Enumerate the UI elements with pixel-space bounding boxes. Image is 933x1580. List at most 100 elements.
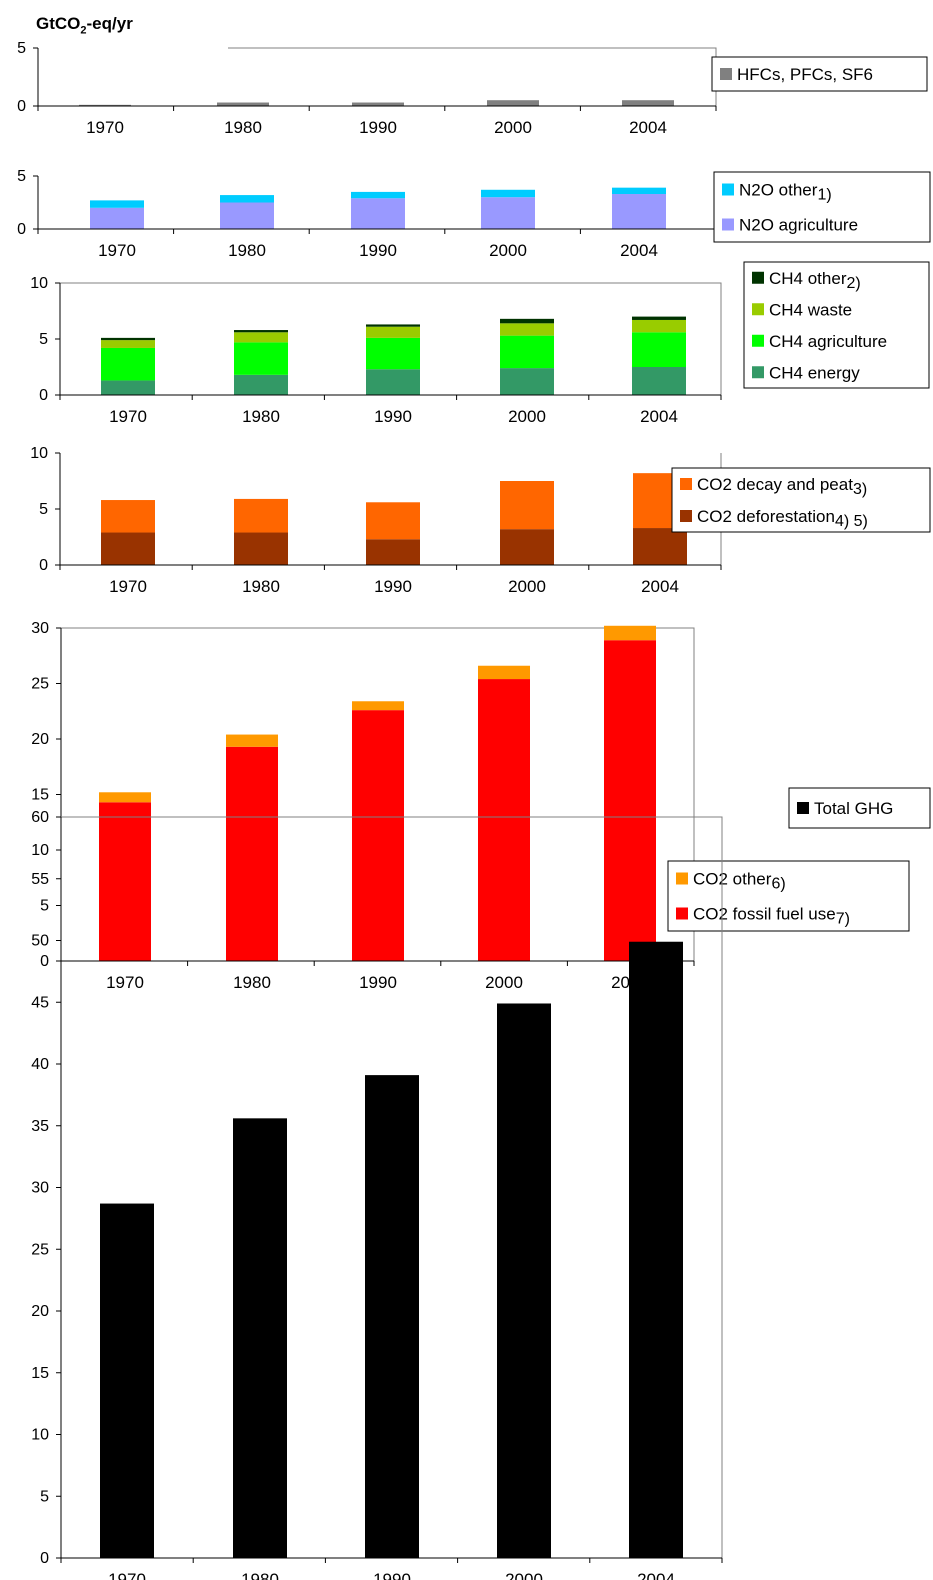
bar-ch4-agriculture-2000 bbox=[500, 335, 554, 369]
y-tick-label: 0 bbox=[39, 387, 48, 404]
bar-ch4-waste-1970 bbox=[101, 340, 155, 348]
legend-footnote: 7) bbox=[836, 911, 850, 928]
bar-hfcs-pfcs-sf6-1970 bbox=[79, 104, 131, 106]
bar-n2o-agriculture-1990 bbox=[351, 198, 405, 229]
bar-n2o-other-2004 bbox=[612, 187, 666, 195]
y-tick-label: 10 bbox=[30, 275, 48, 292]
bar-ch4-energy-1990 bbox=[366, 369, 420, 395]
chart-panel-3: 0 5 10 1970 1980 1990 2000 2004 CH4 other2) CH4 w… bbox=[30, 261, 930, 426]
y-tick-label: 35 bbox=[31, 1118, 49, 1135]
x-tick-label: 1980 bbox=[241, 1570, 279, 1580]
legend: CO2 decay and peat3) CO2 deforestation4) … bbox=[671, 467, 931, 533]
y-tick-label: 15 bbox=[31, 787, 49, 804]
y-tick-label: 5 bbox=[40, 898, 49, 915]
bar-ch4-waste-1990 bbox=[366, 326, 420, 338]
y-tick-label: 60 bbox=[31, 809, 49, 826]
legend-swatch bbox=[676, 907, 688, 920]
bar-n2o-agriculture-1970 bbox=[90, 207, 144, 229]
legend-footnote: 2) bbox=[846, 275, 860, 292]
bar-co2-fossil-fuel-use-1970 bbox=[99, 802, 151, 961]
unit-label-suffix: -eq/yr bbox=[86, 14, 133, 33]
bar-ch4-agriculture-1970 bbox=[101, 347, 155, 381]
y-tick-label: 15 bbox=[31, 1365, 49, 1382]
bar-ch4-agriculture-2004 bbox=[632, 332, 686, 367]
bar-co2-decay-and-peat-1980 bbox=[234, 498, 288, 533]
bar-total-ghg-2004 bbox=[629, 941, 683, 1558]
legend-label: CO2 decay and peat3) bbox=[697, 475, 867, 498]
legend-footnote: 3) bbox=[853, 481, 867, 498]
y-tick-label: 10 bbox=[31, 842, 49, 859]
legend-swatch bbox=[752, 334, 764, 347]
legend-swatch bbox=[722, 183, 734, 196]
bar-co2-decay-and-peat-1970 bbox=[101, 500, 155, 533]
bar-ch4-energy-1980 bbox=[234, 374, 288, 395]
bar-hfcs-pfcs-sf6-1980 bbox=[217, 102, 269, 106]
x-tick-label: 2000 bbox=[485, 973, 523, 992]
plot-frame bbox=[60, 282, 722, 395]
x-tick-label: 1980 bbox=[233, 973, 271, 992]
y-tick-label: 5 bbox=[40, 1488, 49, 1505]
legend-footnote: 1) bbox=[817, 187, 831, 204]
x-tick-label: 2000 bbox=[508, 407, 546, 426]
x-tick-label: 2004 bbox=[641, 577, 679, 596]
x-tick-label: 1980 bbox=[224, 118, 262, 137]
bar-n2o-other-1980 bbox=[220, 195, 274, 203]
x-tick-label: 2000 bbox=[489, 241, 527, 260]
legend-label: CH4 energy bbox=[769, 363, 860, 382]
x-tick-label: 2004 bbox=[637, 1570, 675, 1580]
bar-hfcs-pfcs-sf6-1990 bbox=[352, 102, 404, 106]
x-tick-label: 1990 bbox=[359, 241, 397, 260]
bar-co2-decay-and-peat-2000 bbox=[500, 481, 554, 530]
x-tick-label: 2000 bbox=[505, 1570, 543, 1580]
y-tick-label: 0 bbox=[17, 98, 26, 115]
bar-co2-fossil-fuel-use-1990 bbox=[352, 710, 404, 961]
bar-ch4-other-1970 bbox=[101, 337, 155, 341]
legend-swatch bbox=[680, 510, 692, 522]
bar-ch4-other-1980 bbox=[234, 330, 288, 333]
bar-n2o-agriculture-2004 bbox=[612, 194, 666, 229]
x-tick-label: 1990 bbox=[374, 577, 412, 596]
y-tick-label: 55 bbox=[31, 871, 49, 888]
x-tick-label: 1970 bbox=[98, 241, 136, 260]
x-tick-label: 1980 bbox=[242, 407, 280, 426]
y-tick-label: 25 bbox=[31, 1241, 49, 1258]
x-tick-label: 1990 bbox=[373, 1570, 411, 1580]
x-tick-label: 2004 bbox=[629, 118, 667, 137]
legend: HFCs, PFCs, SF6 bbox=[711, 56, 928, 92]
bar-ch4-energy-1970 bbox=[101, 380, 155, 395]
x-tick-label: 1970 bbox=[109, 577, 147, 596]
legend-label: CO2 deforestation4) 5) bbox=[697, 507, 868, 530]
bar-co2-deforestation-2000 bbox=[500, 529, 554, 565]
unit-label: GtCO2-eq/yr bbox=[36, 14, 133, 36]
bar-total-ghg-1970 bbox=[100, 1203, 154, 1558]
x-tick-label: 1990 bbox=[359, 973, 397, 992]
plot-frame bbox=[61, 627, 695, 961]
bar-n2o-other-2000 bbox=[481, 189, 535, 198]
chart-panel-5: 05101520253019701980199020002004CO2 othe… bbox=[31, 620, 910, 992]
bar-n2o-agriculture-2000 bbox=[481, 197, 535, 229]
y-tick-label: 20 bbox=[31, 731, 49, 748]
bar-hfcs-pfcs-sf6-2000 bbox=[487, 100, 539, 106]
legend: CO2 other6) CO2 fossil fuel use7) bbox=[667, 860, 910, 932]
legend-label: CH4 other2) bbox=[769, 269, 861, 292]
legend-swatch bbox=[752, 303, 764, 316]
y-tick-label: 50 bbox=[31, 933, 49, 950]
y-tick-label: 5 bbox=[39, 331, 48, 348]
chart-panel-4: 0 5 10 1970 1980 1990 2000 2004 CO2 decay and pe… bbox=[30, 445, 931, 596]
x-tick-label: 1970 bbox=[108, 1570, 146, 1580]
unit-label-subscript: 2 bbox=[80, 24, 87, 37]
y-tick-label: 30 bbox=[31, 1180, 49, 1197]
legend-box bbox=[711, 56, 928, 92]
y-tick-label: 5 bbox=[17, 168, 26, 185]
legend-label: HFCs, PFCs, SF6 bbox=[737, 65, 873, 84]
bar-ch4-agriculture-1980 bbox=[234, 342, 288, 375]
y-tick-label: 20 bbox=[31, 1303, 49, 1320]
bar-co2-other-2000 bbox=[478, 665, 530, 680]
x-tick-label: 2004 bbox=[640, 407, 678, 426]
legend-swatch bbox=[680, 478, 692, 490]
x-tick-label: 1970 bbox=[86, 118, 124, 137]
bar-ch4-other-2000 bbox=[500, 318, 554, 324]
legend-label: Total GHG bbox=[814, 799, 893, 818]
